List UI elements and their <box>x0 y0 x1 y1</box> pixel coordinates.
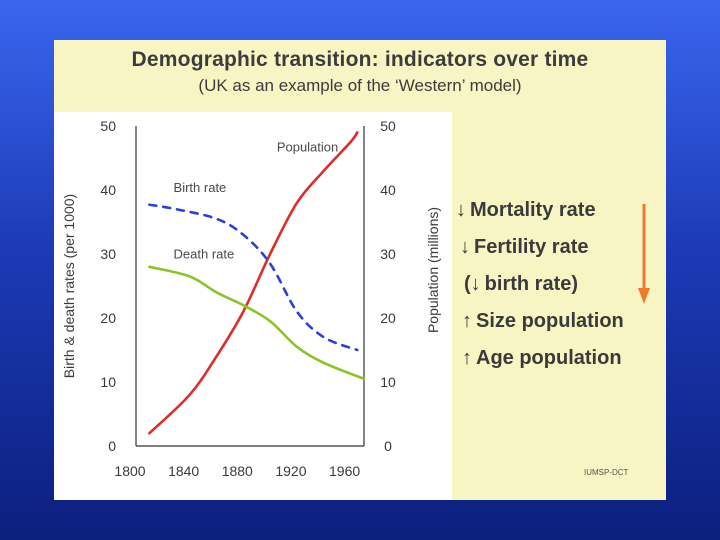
indicator-list: ↓ Mortality rate ↓ Fertility rate (↓ birth … <box>456 192 666 377</box>
down-trend-arrow-icon <box>638 204 650 304</box>
y-axis-title-right: Population (millions) <box>425 207 441 333</box>
y-tick-label-right: 40 <box>380 182 396 198</box>
slide-title: Demographic transition: indicators over … <box>131 48 589 71</box>
indicator-label: Age population <box>476 347 622 369</box>
indicator-label: Size population <box>476 310 624 332</box>
down-arrow-icon: ↓ <box>460 236 470 258</box>
indicator-mortality: ↓ Mortality rate <box>456 192 666 229</box>
slide-subtitle: (UK as an example of the ‘Western’ model… <box>198 76 522 95</box>
y-tick-label-right: 10 <box>380 374 396 390</box>
x-tick-label: 1960 <box>329 463 360 479</box>
y-tick-label-left: 10 <box>100 374 116 390</box>
up-arrow-icon: ↑ <box>462 310 472 332</box>
demographic-chart: 0 0 10 10 20 20 30 30 40 40 50 50 1800 1840 1880 1920 19… <box>61 118 441 479</box>
up-arrow-icon: ↑ <box>462 347 472 369</box>
chart-panel: 0 0 10 10 20 20 30 30 40 40 50 50 1800 1840 1880 1920 19… <box>54 112 452 500</box>
indicator-age-population: ↑ Age population <box>456 340 666 377</box>
indicator-label: birth rate) <box>484 273 579 295</box>
indicator-size-population: ↑ Size population <box>456 303 666 340</box>
y-tick-label-left: 40 <box>100 182 116 198</box>
x-tick-label: 1920 <box>275 463 306 479</box>
series-line-population <box>148 131 359 435</box>
y-tick-label-left: 20 <box>100 310 116 326</box>
y-tick-label-right: 50 <box>380 118 396 134</box>
series-label-birth-rate: Birth rate <box>174 180 227 195</box>
x-tick-label: 1800 <box>114 463 145 479</box>
y-tick-label-left: 30 <box>100 246 116 262</box>
indicator-label: Fertility rate <box>474 236 589 258</box>
y-tick-label-right: 30 <box>380 246 396 262</box>
series-label-death-rate: Death rate <box>174 246 235 261</box>
x-tick-label: 1880 <box>222 463 253 479</box>
down-arrow-icon: (↓ <box>464 273 481 295</box>
slide: Demographic transition: indicators over … <box>54 40 666 500</box>
indicator-birth-rate: (↓ birth rate) <box>456 266 666 303</box>
y-axis-title-left: Birth & death rates (per 1000) <box>61 194 77 378</box>
y-tick-label-right: 20 <box>380 310 396 326</box>
series-line-death-rate <box>148 265 366 381</box>
indicator-label: Mortality rate <box>470 199 596 221</box>
y-tick-label-left: 50 <box>100 118 116 134</box>
y-tick-label-right: 0 <box>384 438 392 454</box>
x-tick-label: 1840 <box>168 463 199 479</box>
credit-text: IUMSP-DCT <box>584 468 629 477</box>
indicator-fertility: ↓ Fertility rate <box>456 229 666 266</box>
series-line-birth-rate <box>148 203 359 352</box>
down-arrow-icon: ↓ <box>456 199 466 221</box>
series-label-population: Population <box>277 140 338 155</box>
y-tick-label-left: 0 <box>108 438 116 454</box>
